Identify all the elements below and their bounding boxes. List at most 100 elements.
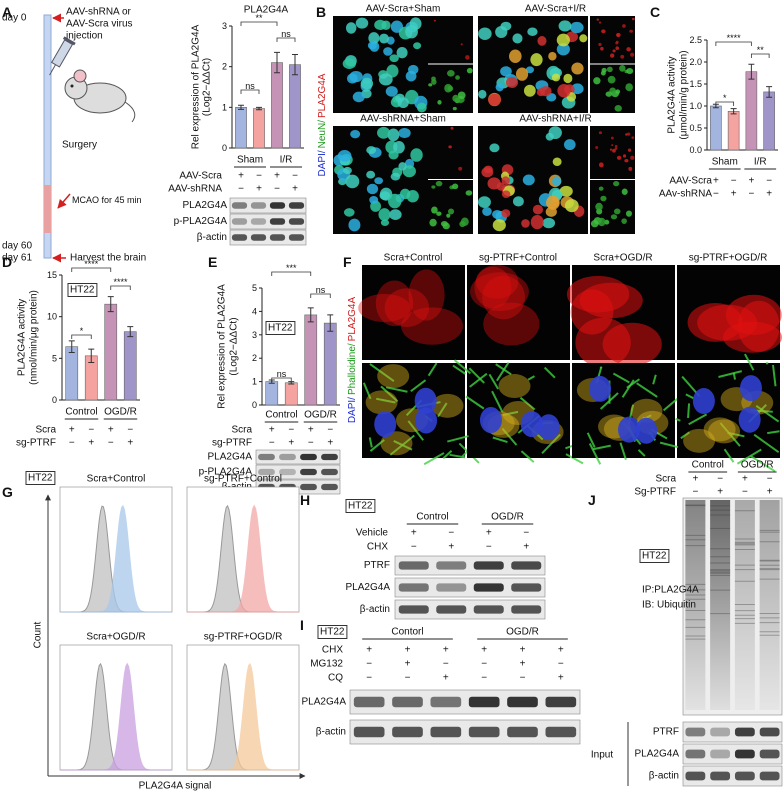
y-tick-label: 0 bbox=[52, 395, 57, 405]
fiber bbox=[469, 372, 488, 388]
cell bbox=[431, 185, 436, 189]
y-tick-label: 0.0 bbox=[689, 145, 702, 155]
blot-band bbox=[250, 218, 267, 225]
fiber bbox=[592, 444, 611, 451]
cell bbox=[557, 83, 571, 98]
cell bbox=[621, 218, 627, 224]
blot bbox=[394, 599, 546, 620]
signal bbox=[687, 302, 743, 342]
y-tick-label: 1 bbox=[222, 102, 227, 112]
cell bbox=[601, 29, 606, 34]
treatment-sign: + bbox=[486, 528, 492, 539]
y-axis-label: PLA2G4A activity bbox=[17, 299, 28, 376]
blot-band bbox=[321, 453, 338, 461]
treatment-sign: + bbox=[717, 487, 723, 498]
cell bbox=[508, 49, 522, 64]
y-tick-label: 0.5 bbox=[689, 123, 702, 133]
nucleus bbox=[739, 375, 762, 402]
fiber bbox=[619, 442, 627, 461]
sig-label: * bbox=[723, 93, 727, 103]
signal bbox=[358, 293, 411, 323]
cell bbox=[500, 21, 512, 31]
signal bbox=[375, 280, 414, 327]
blot-band bbox=[685, 727, 706, 737]
cell bbox=[521, 219, 530, 228]
bar bbox=[289, 64, 301, 149]
fiber bbox=[767, 430, 780, 435]
condition-label: sg-PTRF+OGD/R bbox=[689, 253, 768, 264]
nucleus bbox=[692, 388, 715, 415]
cell bbox=[530, 53, 543, 67]
stain-part: DAPI/ bbox=[317, 150, 328, 176]
cell bbox=[627, 148, 632, 152]
cell bbox=[598, 131, 603, 135]
cell bbox=[380, 219, 390, 226]
error-bar bbox=[238, 104, 244, 110]
bar bbox=[65, 346, 79, 401]
nucleus bbox=[414, 387, 437, 414]
blot-band bbox=[511, 583, 542, 592]
nucleus bbox=[618, 416, 641, 443]
fiber bbox=[565, 453, 584, 465]
cell bbox=[345, 22, 357, 34]
bar bbox=[727, 110, 740, 151]
cell-line-label: HT22 bbox=[268, 323, 293, 334]
cell bbox=[399, 188, 411, 200]
cell bbox=[615, 46, 620, 50]
blot-band bbox=[710, 749, 731, 759]
blot-band bbox=[436, 583, 467, 592]
cell bbox=[546, 195, 560, 210]
treatment-name: Vehicle bbox=[356, 528, 389, 539]
fiber bbox=[488, 373, 499, 390]
treatment-name: sg-PTRF bbox=[212, 438, 252, 449]
cell bbox=[564, 199, 579, 213]
bar bbox=[235, 107, 247, 149]
histogram bbox=[187, 662, 299, 771]
histogram bbox=[187, 504, 299, 613]
cell bbox=[525, 66, 535, 74]
fiber bbox=[501, 427, 518, 446]
blot-band bbox=[279, 453, 296, 461]
signal bbox=[377, 364, 410, 389]
cell bbox=[612, 49, 616, 53]
nucleus bbox=[520, 411, 543, 438]
arrow bbox=[57, 193, 71, 209]
blot-label: p-PLA2G4A bbox=[199, 467, 253, 478]
blot-band bbox=[231, 234, 248, 241]
treatment-name: Scra bbox=[35, 425, 56, 436]
cell bbox=[383, 47, 393, 56]
cell bbox=[408, 64, 419, 75]
cell bbox=[460, 43, 463, 46]
treatment-name: MG132 bbox=[310, 659, 343, 670]
fiber bbox=[621, 379, 635, 398]
blot-band bbox=[321, 483, 338, 491]
cell bbox=[551, 73, 561, 82]
fiber bbox=[688, 413, 708, 426]
cell bbox=[397, 97, 409, 109]
blot-label: PLA2G4A bbox=[635, 749, 680, 760]
y-tick-label: 1 bbox=[252, 377, 257, 387]
treatment-sign: − bbox=[481, 673, 487, 684]
cell bbox=[620, 54, 625, 59]
cell bbox=[501, 176, 510, 185]
signal bbox=[408, 269, 445, 321]
cell bbox=[579, 34, 588, 43]
treatment-sign: + bbox=[731, 189, 737, 200]
cell bbox=[436, 211, 442, 216]
treatment-sign: + bbox=[238, 171, 244, 182]
bar bbox=[710, 105, 722, 151]
treatment-sign: − bbox=[520, 673, 526, 684]
treatment-sign: − bbox=[411, 542, 417, 553]
micrograph bbox=[467, 265, 570, 360]
treatment-sign: + bbox=[288, 438, 294, 449]
bar bbox=[253, 108, 265, 149]
cell bbox=[614, 147, 618, 150]
treatment-name: sg-PTRF bbox=[16, 438, 56, 449]
y-tick-label: 1.0 bbox=[689, 101, 702, 111]
treatment-sign: + bbox=[523, 542, 529, 553]
signal bbox=[630, 398, 663, 423]
cell bbox=[530, 214, 544, 230]
micrograph bbox=[428, 16, 473, 64]
fiber bbox=[449, 453, 466, 459]
cell bbox=[606, 66, 613, 73]
